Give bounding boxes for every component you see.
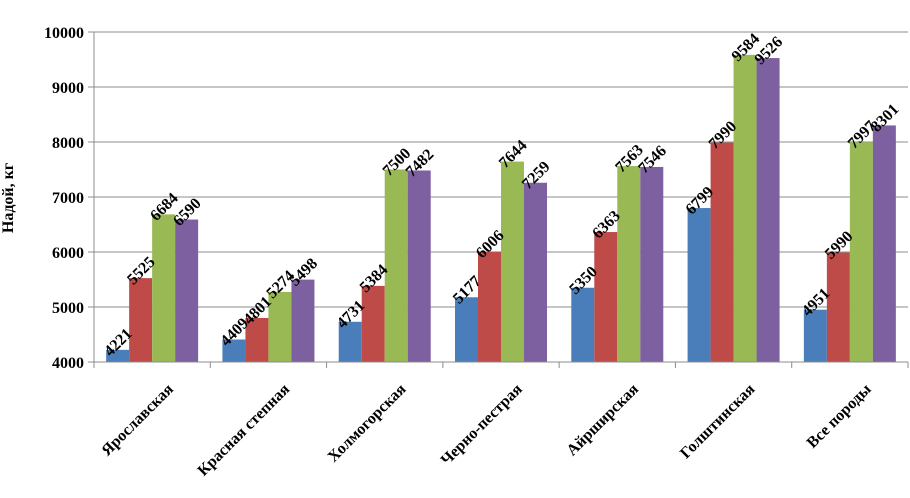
bar xyxy=(571,287,595,362)
bar xyxy=(478,251,501,362)
bar xyxy=(407,170,431,362)
bar xyxy=(803,309,827,362)
bar xyxy=(756,58,780,362)
bar xyxy=(455,297,478,362)
bar xyxy=(152,214,176,362)
bars xyxy=(106,54,896,362)
axes xyxy=(93,32,909,368)
bar xyxy=(361,285,385,362)
category-label: Красная степная xyxy=(195,381,294,480)
y-tick-label: 6000 xyxy=(52,245,84,262)
bar xyxy=(175,219,199,362)
y-tick-label: 10000 xyxy=(44,25,84,42)
bar xyxy=(501,161,524,362)
bar xyxy=(594,232,618,362)
bar xyxy=(291,279,315,362)
bar xyxy=(222,339,246,362)
category-labels: Ярославская Красная степная Холмогорская Че… xyxy=(98,380,875,479)
bar xyxy=(733,54,757,362)
y-tick-label: 5000 xyxy=(52,300,84,317)
bar xyxy=(338,321,362,362)
y-tick-label: 8000 xyxy=(52,135,84,152)
y-tick-label: 7000 xyxy=(52,190,84,207)
bar xyxy=(826,252,850,362)
category-label: Ярославская xyxy=(98,381,177,460)
y-tick-label: 9000 xyxy=(52,80,84,97)
category-label: Голштинская xyxy=(677,381,759,463)
bar xyxy=(384,169,408,362)
bar xyxy=(849,142,873,362)
y-tick-label: 4000 xyxy=(52,355,84,372)
bar xyxy=(710,142,734,362)
bar xyxy=(106,349,130,362)
category-label: Холмогорская xyxy=(325,381,410,466)
category-label: Айрширская xyxy=(564,381,643,460)
category-label: Все породы xyxy=(804,380,875,451)
y-axis-title: Надой, кг xyxy=(0,163,17,233)
y-tick-labels: 4000 5000 6000 7000 8000 9000 10000 xyxy=(44,25,84,372)
bar xyxy=(268,291,292,362)
category-label: Черно-пестрая xyxy=(438,381,526,469)
bar xyxy=(640,166,664,362)
bar xyxy=(617,166,641,362)
bar xyxy=(129,278,153,362)
bar xyxy=(245,317,269,362)
bar xyxy=(687,208,711,362)
bar xyxy=(872,125,896,362)
bar xyxy=(524,182,547,362)
